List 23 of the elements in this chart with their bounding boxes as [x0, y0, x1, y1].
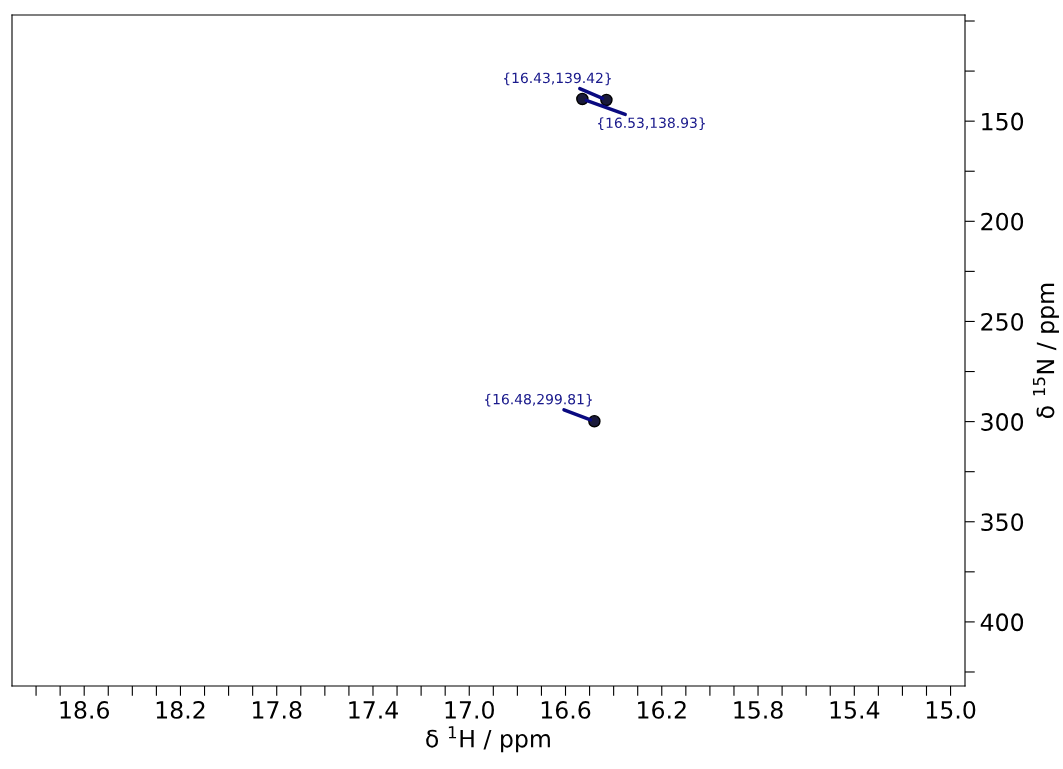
annotation: {16.53,138.93} — [597, 117, 705, 131]
y-tick-label: 400 — [980, 613, 1024, 632]
y-tick-label: 350 — [981, 513, 1024, 532]
annotation: {16.48,299.81} — [485, 393, 592, 407]
y-axis-title: δ $^{15}$N / ppm — [1032, 283, 1059, 419]
x-tick-label: 17.8 — [253, 701, 302, 719]
x-tick-label: 15.0 — [926, 701, 976, 719]
x-tick-label: 17.0 — [445, 701, 494, 719]
x-tick-label: 17.4 — [349, 701, 398, 719]
x-tick-label: 16.6 — [541, 701, 591, 719]
x-tick-label: 18.2 — [156, 701, 205, 719]
y-tick-label: 250 — [981, 312, 1024, 331]
y-tick-label: 200 — [981, 212, 1024, 231]
x-tick-label: 15.4 — [830, 701, 880, 719]
annotation: {16.43,139.42} — [503, 72, 611, 86]
point — [576, 92, 589, 106]
y-tick-label: 300 — [981, 413, 1024, 431]
x-tick-label: 15.8 — [734, 701, 783, 719]
x-tick-label: 18.6 — [60, 701, 109, 719]
x-tick-label: 16.2 — [638, 701, 686, 719]
x-axis-title: δ $^{1}$H / ppm — [426, 726, 550, 753]
y-tick-label: 150 — [982, 112, 1024, 131]
point — [588, 414, 601, 428]
